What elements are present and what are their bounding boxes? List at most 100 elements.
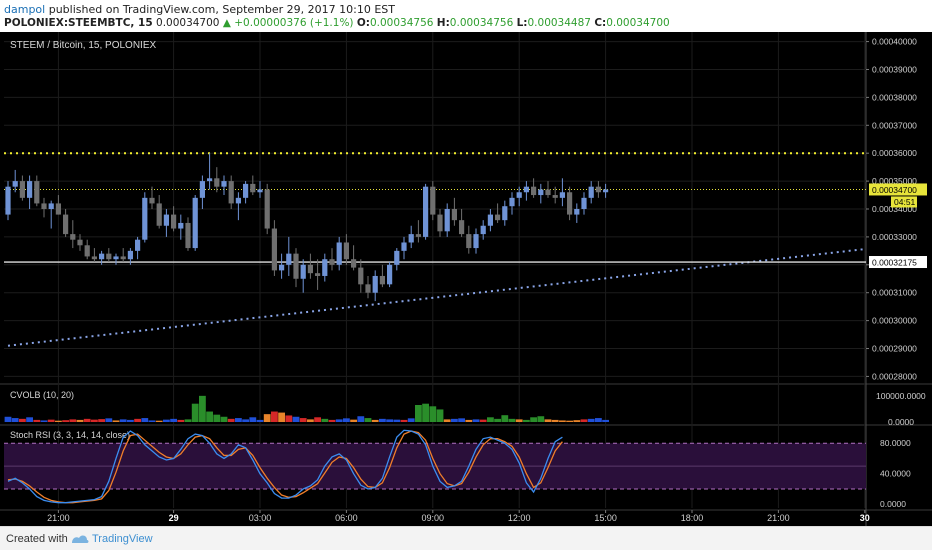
volume-bar	[62, 420, 69, 422]
volume-bar	[163, 419, 170, 422]
countdown-bg	[891, 196, 917, 208]
candle-body	[185, 222, 191, 249]
volume-bar	[422, 403, 429, 422]
volume-bar	[91, 419, 98, 422]
close-value: 0.00034700	[606, 17, 670, 29]
volume-bar	[523, 419, 530, 422]
candle-body	[27, 181, 33, 198]
candle-body	[480, 225, 486, 235]
volume-bar	[271, 411, 278, 422]
support-price-tag-bg	[869, 256, 927, 269]
volume-bar	[566, 420, 573, 422]
candle-body	[307, 264, 313, 274]
volume-bar	[69, 419, 77, 422]
volume-bar	[98, 419, 105, 422]
candle-body	[221, 181, 227, 187]
candle-body	[545, 189, 551, 196]
candle-body	[293, 253, 299, 279]
stoch-rsi-line	[7, 430, 563, 504]
volume-bar	[119, 419, 127, 422]
candle-body	[603, 189, 609, 193]
volume-bar	[263, 414, 271, 422]
candle-body	[351, 259, 357, 268]
high-value: 0.00034756	[449, 17, 514, 29]
candle-body	[365, 284, 371, 293]
candle-body	[19, 181, 25, 198]
high-label: H:	[436, 17, 450, 29]
candle-body	[12, 181, 18, 187]
candle-body	[199, 181, 205, 198]
footer: Created with TradingView	[0, 526, 932, 550]
volume-bar	[595, 418, 602, 422]
published-text: published on TradingView.com, September …	[48, 3, 395, 16]
volume-bar	[350, 419, 357, 422]
y-tick-label: 0.00039000	[872, 64, 917, 74]
candle-body	[430, 186, 436, 215]
volume-bar	[19, 418, 26, 422]
candle-body	[63, 214, 69, 235]
tradingview-brand[interactable]: TradingView	[92, 533, 153, 545]
volume-bar	[170, 418, 177, 422]
volume-bar	[544, 419, 552, 422]
volume-bar	[141, 418, 149, 422]
y-tick-label: 0.00030000	[872, 316, 917, 326]
candle-body	[502, 206, 508, 221]
candle-body	[264, 189, 270, 229]
volume-bar	[328, 419, 336, 422]
volume-bar	[249, 417, 257, 422]
volume-bar	[465, 419, 473, 422]
volume-bar	[415, 405, 422, 422]
volume-bar	[206, 411, 213, 422]
chart-area[interactable]: 0.00040000 0.00039000 0.00038000 0.00037000…	[0, 32, 932, 526]
rsi-tick-label: 40.0000	[880, 469, 911, 479]
candle-body	[322, 259, 328, 276]
volume-bar	[278, 412, 285, 422]
volume-bar	[335, 419, 343, 422]
volume-bar	[76, 419, 84, 422]
candle-body	[48, 203, 54, 209]
candle-body	[343, 242, 349, 260]
x-tick-label: 15:00	[594, 513, 617, 523]
author-link[interactable]: dampol	[4, 3, 46, 16]
close-label: C:	[594, 17, 607, 29]
candle-body	[84, 245, 90, 257]
candle-body	[523, 186, 529, 193]
volume-bar	[227, 418, 235, 422]
candle-body	[279, 264, 285, 271]
volume-bar	[314, 417, 321, 422]
chart-svg[interactable]: 0.00040000 0.00039000 0.00038000 0.00037000…	[0, 32, 932, 526]
volume-bar	[285, 415, 293, 422]
candle-body	[423, 186, 429, 237]
candle-body	[581, 197, 587, 209]
candle-body	[235, 197, 241, 204]
volume-bar	[83, 418, 91, 422]
candle-body	[473, 234, 479, 249]
volume-bar	[4, 416, 12, 422]
candle-body	[300, 264, 306, 279]
volume-bar	[177, 419, 185, 422]
volume-bar	[479, 419, 487, 422]
volume-bar	[191, 403, 199, 422]
price-change: +0.00000376 (+1.1%)	[234, 17, 354, 29]
volume-tick-label: 0.0000	[888, 417, 914, 427]
y-tick-label: 0.00031000	[872, 288, 917, 298]
volume-bar	[357, 416, 365, 422]
candle-body	[336, 242, 342, 265]
x-tick-label: 21:00	[47, 513, 70, 523]
candle-body	[135, 239, 141, 251]
candle-body	[408, 234, 414, 243]
volume-bar	[443, 419, 451, 422]
tradingview-logo-icon	[72, 535, 89, 543]
candle-body	[459, 220, 465, 235]
stoch-rsi-title: Stoch RSI (3, 3, 14, 14, close)	[10, 430, 130, 440]
candle-body	[401, 242, 407, 251]
volume-bar	[364, 418, 372, 422]
candle-body	[509, 197, 515, 207]
candle-body	[228, 181, 234, 204]
x-tick-label: 30	[860, 513, 870, 523]
y-tick-label: 0.00038000	[872, 92, 917, 102]
symbol-name: POLONIEX:STEEMBTC, 15	[4, 17, 153, 29]
candle-body	[286, 253, 292, 265]
candle-body	[466, 234, 472, 249]
candle-body	[495, 214, 501, 221]
